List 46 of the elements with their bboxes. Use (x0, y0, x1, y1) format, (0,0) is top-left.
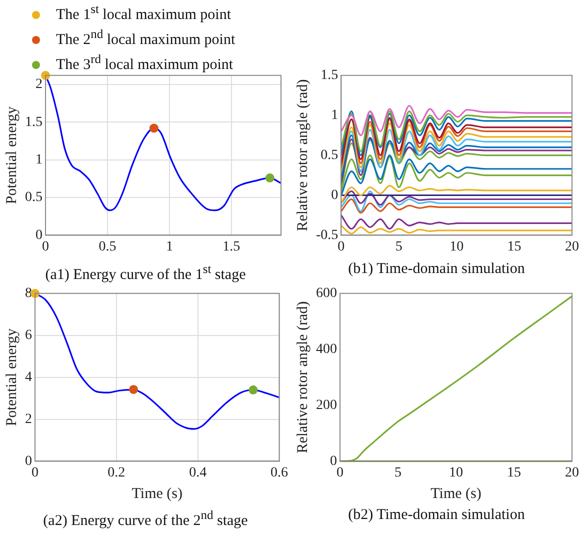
legend-label: The 1$^{st}$ local maximum point (56, 2, 231, 23)
y-tick-label: 2 (36, 77, 42, 92)
y-tick-label: 1.5 (320, 68, 338, 84)
text: (b2) Time-domain simulation (347, 506, 526, 525)
y-axis-title: Potential energy (4, 328, 20, 426)
x-axis-title: Time (s) (132, 486, 182, 502)
y-tick-label: 0 (331, 188, 338, 203)
x-tick-label: 0.2 (108, 465, 126, 480)
y-tick-label: 0.5 (25, 190, 42, 206)
x-tick-label: 20 (565, 239, 579, 254)
y-tick-label: 200 (316, 398, 337, 413)
x-tick-label: 5 (395, 239, 402, 254)
x-tick-label: 15 (507, 465, 521, 480)
y-tick-label: 2 (25, 412, 32, 427)
x-tick-label: 1 (166, 239, 173, 254)
x-tick-label: 0.4 (189, 465, 207, 480)
x-tick-label: 1.5 (222, 239, 240, 254)
y-tick-label: 1 (36, 152, 42, 168)
x-tick-label: 5 (394, 465, 402, 480)
y-tick-label: 6 (25, 328, 32, 344)
y-axis-title: Potential energy (4, 106, 20, 204)
text: (b1) Time-domain simulation (347, 260, 526, 279)
y-tick-label: 400 (316, 342, 337, 358)
text: (a1) Energy curve of the 1$^{st}$ stage (44, 261, 247, 283)
y-tick-label: 600 (316, 286, 337, 302)
x-tick-label: 15 (507, 239, 522, 254)
y-tick-label: 0 (25, 454, 32, 469)
y-tick-label: 1 (331, 108, 338, 124)
legend-label: The 3$^{rd}$ local maximum point (56, 52, 234, 73)
x-tick-label: 20 (565, 465, 579, 480)
text: (a2) Energy curve of the 2$^{nd}$ stage (42, 507, 249, 529)
y-tick-label: 0.5 (320, 148, 338, 163)
x-axis-title: Time (s) (430, 486, 482, 502)
y-axis-title: Relative rotor angle (rad) (294, 79, 311, 232)
x-tick-label: 10 (449, 465, 463, 480)
y-tick-label: 4 (25, 370, 32, 385)
y-tick-label: 0 (330, 454, 337, 469)
x-tick-label: 0.5 (98, 239, 116, 254)
y-axis-title: Relative rotor angle (rad) (294, 301, 311, 454)
y-tick-label: 1.5 (25, 114, 42, 130)
y-tick-label: -0.5 (316, 228, 338, 243)
x-tick-label: 0.6 (270, 465, 288, 480)
legend-label: The 2$^{nd}$ local maximum point (56, 27, 236, 48)
y-tick-label: 0 (36, 228, 42, 243)
y-tick-label: 8 (25, 286, 32, 302)
x-tick-label: 10 (450, 239, 464, 254)
